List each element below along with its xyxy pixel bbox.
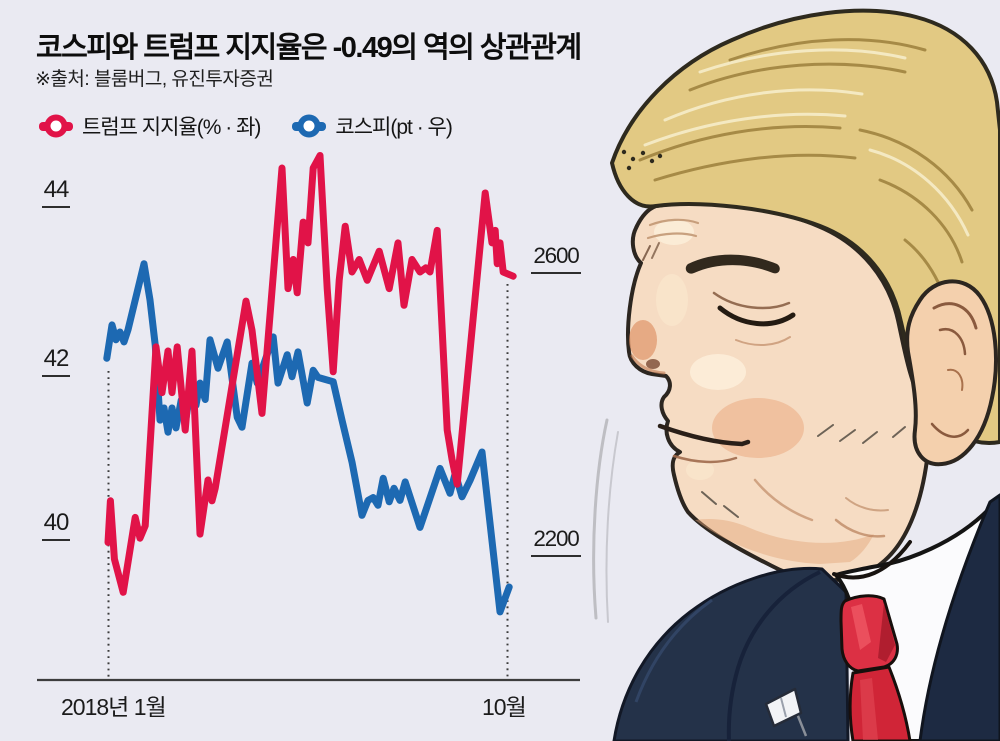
y-tick-left-44: 44 — [42, 177, 70, 208]
y-tick-right-2600: 2600 — [531, 243, 581, 274]
forehead-wrinkle — [648, 218, 700, 227]
approval-legend-marker-icon — [39, 114, 73, 138]
kospi-legend-marker-icon — [292, 114, 327, 138]
legend-item-approval: 트럼프 지지율(% · 좌) — [39, 111, 261, 141]
y-tick-right-2200: 2200 — [531, 526, 581, 557]
legend-item-kospi: 코스피(pt · 우) — [292, 111, 453, 141]
kospi-line — [103, 260, 513, 616]
x-label-end: 10월 — [482, 694, 527, 720]
ear — [905, 279, 998, 467]
x-label-start: 2018년 1월 — [61, 694, 167, 720]
suit — [612, 493, 1000, 741]
eye-bag — [735, 336, 791, 346]
legend: 트럼프 지지율(% · 좌) 코스피(pt · 우) — [39, 111, 453, 141]
y-tick-left-42: 42 — [42, 346, 70, 377]
collar-line — [832, 540, 912, 580]
flag-pin — [764, 687, 808, 737]
source-note: ※출처: 블룸버그, 유진투자증권 — [35, 69, 274, 90]
lower-lip — [672, 454, 738, 464]
hair-strands — [621, 38, 974, 322]
y-tick-left-40: 40 — [42, 510, 70, 541]
eyebrow — [685, 254, 780, 274]
forehead-wrinkle — [646, 232, 698, 240]
nostril — [646, 359, 660, 369]
lapel-line — [726, 570, 821, 741]
page-title: 코스피와 트럼프 지지율은 -0.49의 역의 상관관계 — [36, 32, 582, 64]
mouth — [657, 423, 751, 447]
jowl-crease — [753, 478, 814, 522]
legend-label-kospi: 코스피(pt · 우) — [335, 116, 452, 139]
eyelid-crease — [712, 291, 791, 310]
approval-line — [104, 152, 517, 596]
legend-label-approval: 트럼프 지지율(% · 좌) — [82, 116, 261, 139]
closed-eye — [717, 305, 796, 327]
face-details — [630, 218, 906, 538]
face — [626, 201, 930, 583]
